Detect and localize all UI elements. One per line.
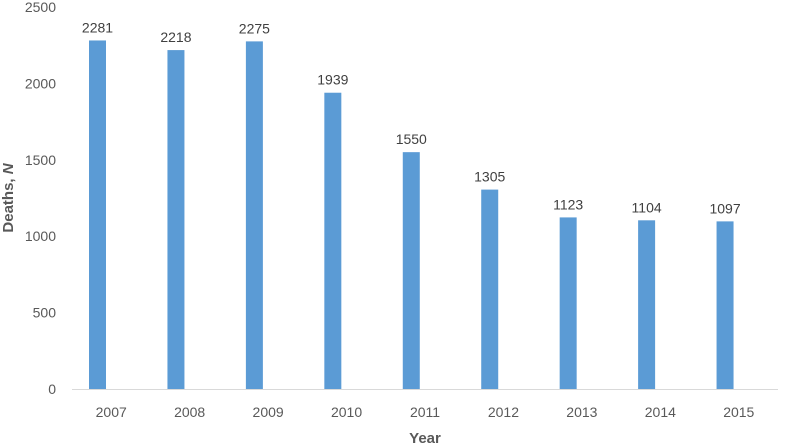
x-axis-ticks: 2007 2008 2009 2010 2011 2012 2013 2014 2015 <box>96 404 755 420</box>
bar <box>167 50 184 389</box>
y-tick-label: 2000 <box>25 75 56 91</box>
bar <box>481 190 498 389</box>
x-axis-title: Year <box>409 430 441 446</box>
data-label: 2275 <box>239 20 270 36</box>
data-label: 2281 <box>82 19 113 35</box>
bar <box>324 93 341 389</box>
data-label: 2218 <box>160 29 191 45</box>
x-tick-label: 2011 <box>410 404 440 420</box>
data-label: 1097 <box>709 200 740 216</box>
x-tick-label: 2008 <box>174 404 205 420</box>
x-tick-label: 2012 <box>488 404 519 420</box>
y-axis-ticks: 0 500 1000 1500 2000 2500 <box>25 0 56 397</box>
y-axis-title: Deaths, N <box>0 162 17 232</box>
data-label: 1305 <box>474 169 505 185</box>
y-tick-label: 2500 <box>25 0 56 15</box>
y-tick-label: 1000 <box>25 228 56 244</box>
y-axis-title-text: Deaths, <box>0 174 17 232</box>
x-tick-label: 2014 <box>645 404 676 420</box>
bar <box>717 221 734 389</box>
bar <box>246 41 263 389</box>
x-tick-label: 2009 <box>253 404 284 420</box>
x-tick-label: 2015 <box>723 404 754 420</box>
y-tick-label: 1500 <box>25 152 56 168</box>
x-tick-label: 2010 <box>331 404 362 420</box>
bar <box>638 220 655 389</box>
data-label: 1104 <box>632 199 662 215</box>
data-label: 1123 <box>553 196 583 212</box>
x-tick-label: 2007 <box>96 404 127 420</box>
bar <box>403 152 420 389</box>
bar <box>89 40 106 389</box>
y-tick-label: 500 <box>33 305 57 321</box>
y-tick-label: 0 <box>48 381 56 397</box>
x-tick-label: 2013 <box>566 404 597 420</box>
data-label: 1939 <box>317 72 348 88</box>
data-label: 1550 <box>396 131 427 147</box>
y-axis-title-italic: N <box>0 162 17 174</box>
bar <box>560 217 577 389</box>
